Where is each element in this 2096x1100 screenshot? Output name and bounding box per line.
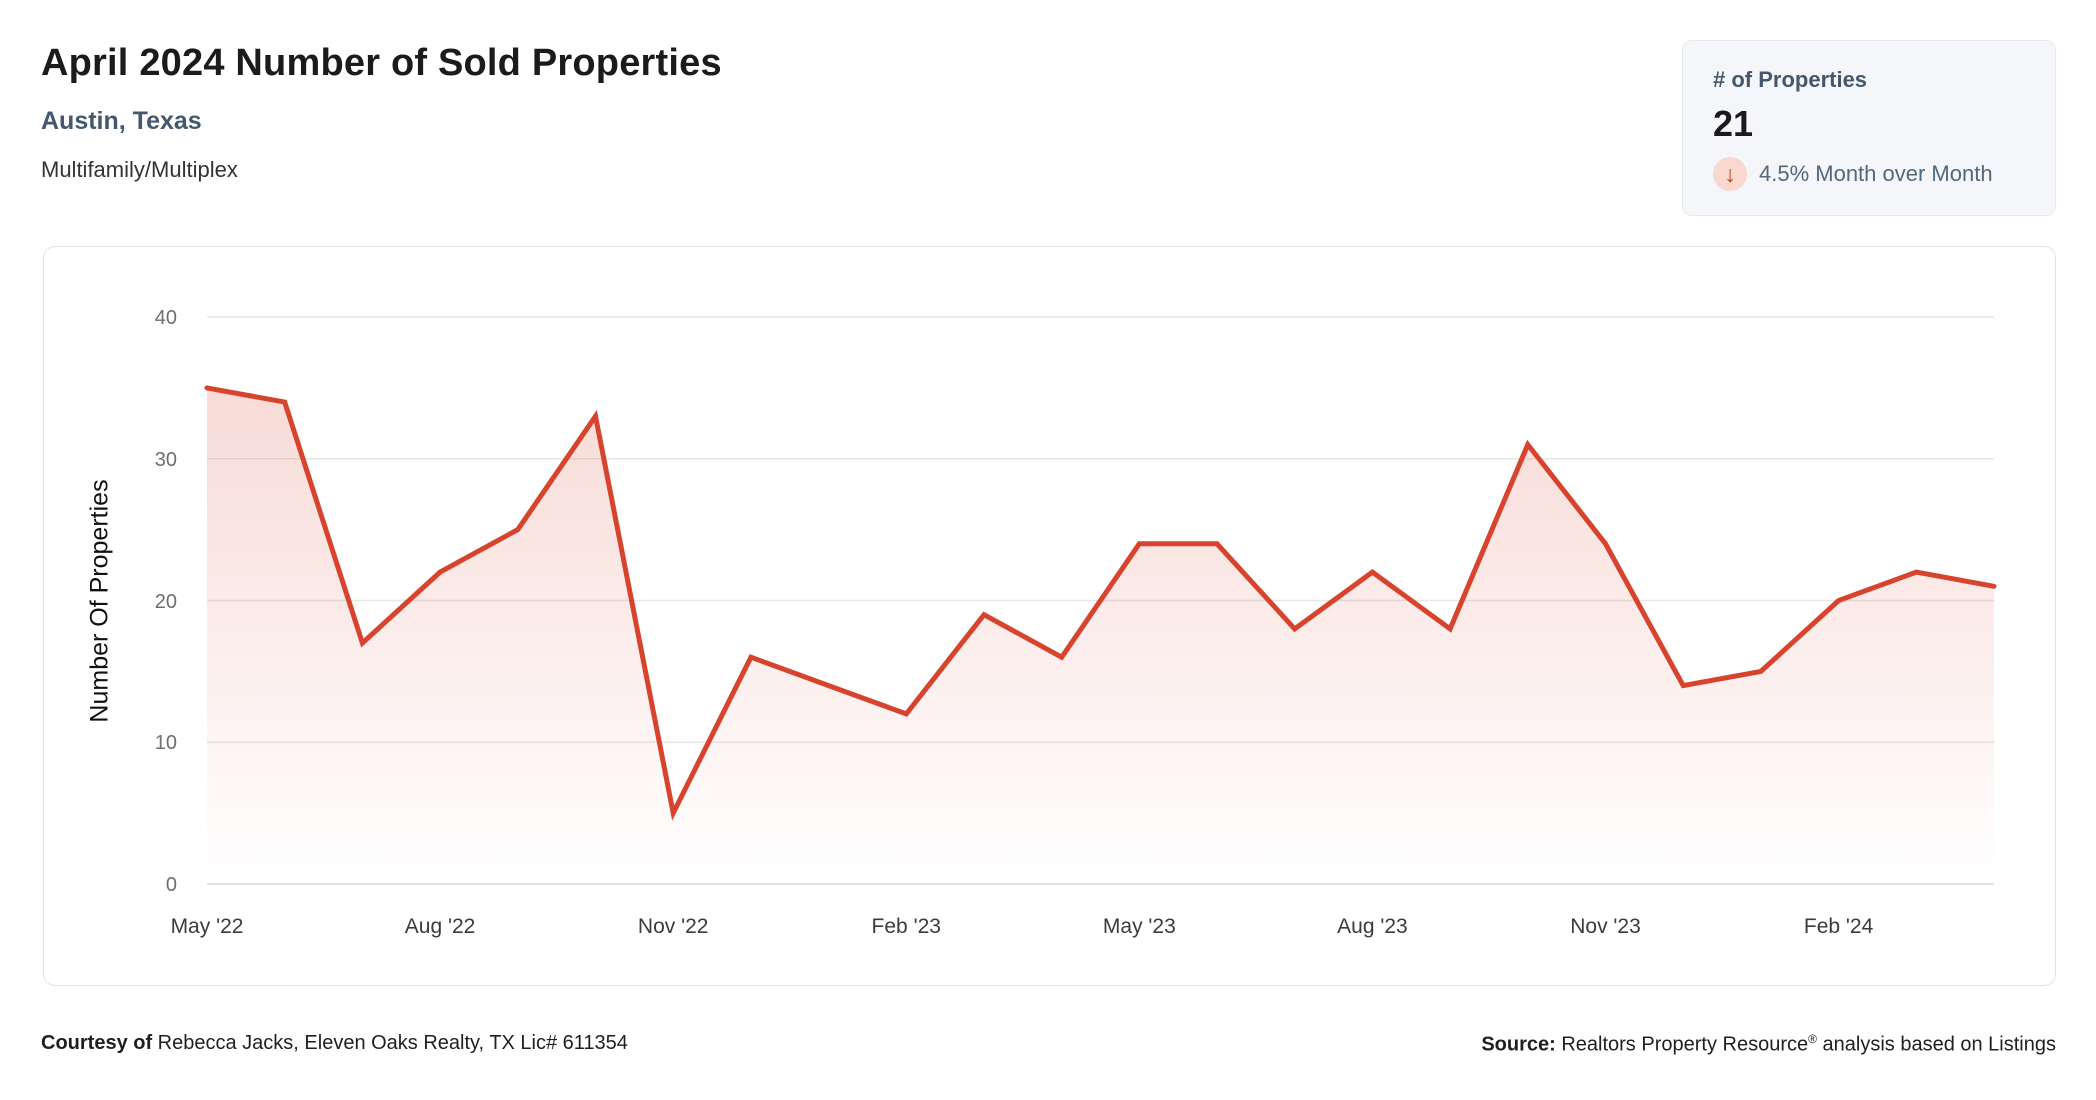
source-note: Source: Realtors Property Resource® anal… — [1481, 1032, 2056, 1057]
down-arrow-icon: ↓ — [1724, 160, 1736, 187]
y-tick-label-20: 20 — [154, 590, 177, 613]
property-type-label: Multifamily/Multiplex — [41, 157, 238, 182]
report-header: April 2024 Number of Sold Properties Aus… — [41, 42, 722, 183]
properties-stat-card: # of Properties 21 ↓ 4.5% Month over Mon… — [1682, 40, 2056, 216]
y-tick-label-30: 30 — [154, 448, 177, 471]
x-tick-label-may-22: May '22 — [170, 915, 244, 938]
y-tick-label-40: 40 — [154, 307, 177, 329]
registered-mark: ® — [1808, 1032, 1817, 1046]
courtesy-label: Courtesy of — [41, 1032, 153, 1054]
sold-properties-chart-card: 0 10 20 30 40 May '22 Aug '22 Nov '22 Feb '23 Ma… — [43, 246, 2056, 986]
y-tick-label-0: 0 — [165, 874, 177, 896]
x-tick-label-aug-22: Aug '22 — [404, 915, 476, 938]
page-title: April 2024 Number of Sold Properties — [41, 42, 722, 84]
x-tick-label-feb-23: Feb '23 — [871, 915, 941, 938]
y-tick-label-10: 10 — [154, 732, 177, 755]
month-over-month-change: ↓ 4.5% Month over Month — [1713, 157, 2025, 191]
courtesy-note: Courtesy of Rebecca Jacks, Eleven Oaks R… — [41, 1032, 628, 1055]
stat-label: # of Properties — [1713, 67, 1868, 92]
courtesy-text: Rebecca Jacks, Eleven Oaks Realty, TX Li… — [152, 1032, 628, 1054]
stat-value: 21 — [1713, 103, 1754, 144]
down-arrow-badge: ↓ — [1713, 157, 1747, 191]
page-location: Austin, Texas — [41, 107, 202, 135]
x-tick-label-nov-23: Nov '23 — [1570, 915, 1641, 938]
source-label: Source: — [1481, 1033, 1556, 1056]
y-axis-title: Number Of Properties — [85, 479, 114, 723]
sold-properties-area — [207, 387, 1994, 884]
sold-properties-chart — [204, 316, 1997, 885]
x-tick-label-may-23: May '23 — [1102, 915, 1176, 938]
source-text-post: analysis based on Listings — [1816, 1033, 2057, 1056]
x-tick-label-aug-23: Aug '23 — [1337, 915, 1408, 938]
x-tick-label-nov-22: Nov '22 — [637, 915, 709, 938]
change-text: 4.5% Month over Month — [1759, 161, 1993, 186]
sold-properties-line — [204, 385, 1997, 821]
source-text: Realtors Property Resource — [1555, 1033, 1809, 1056]
x-tick-label-feb-24: Feb '24 — [1803, 915, 1874, 938]
